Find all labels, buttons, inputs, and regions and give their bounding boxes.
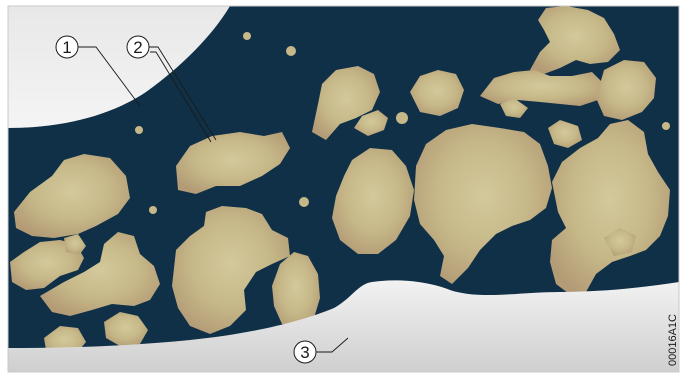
inclusion bbox=[299, 197, 309, 207]
inclusion bbox=[286, 46, 296, 56]
particle bbox=[410, 70, 464, 116]
particle bbox=[312, 66, 380, 140]
inclusion bbox=[149, 206, 157, 214]
particle bbox=[604, 228, 636, 256]
particle bbox=[176, 132, 290, 194]
document-code: 00016A1C bbox=[667, 314, 679, 366]
callout-2: 2 bbox=[126, 35, 150, 59]
diagram-frame bbox=[7, 5, 680, 373]
particle bbox=[550, 120, 670, 296]
particle bbox=[14, 154, 130, 238]
inclusion bbox=[243, 32, 251, 40]
callout-3: 3 bbox=[293, 340, 317, 364]
inclusion bbox=[396, 112, 408, 124]
particle bbox=[172, 206, 290, 334]
particle bbox=[480, 70, 604, 106]
callout-3-label: 3 bbox=[300, 343, 309, 362]
callout-leader-2 bbox=[148, 46, 217, 141]
particle bbox=[332, 148, 414, 254]
callout-1-label: 1 bbox=[62, 38, 71, 57]
callout-leaders bbox=[78, 46, 349, 353]
callout-1: 1 bbox=[55, 35, 79, 59]
particle bbox=[596, 60, 656, 120]
particles bbox=[10, 6, 670, 356]
particle bbox=[354, 110, 388, 136]
particle bbox=[548, 120, 582, 148]
callout-1-circle bbox=[55, 35, 79, 59]
callout-leader-2b bbox=[150, 51, 212, 143]
callout-leader-3 bbox=[316, 337, 349, 353]
callout-2-circle bbox=[126, 35, 150, 59]
particle bbox=[40, 232, 160, 316]
particle bbox=[500, 98, 528, 118]
particle bbox=[272, 252, 320, 330]
callout-2-label: 2 bbox=[133, 38, 142, 57]
particle bbox=[530, 6, 620, 74]
callout-3-circle bbox=[293, 340, 317, 364]
particle bbox=[414, 124, 552, 284]
inclusion bbox=[135, 126, 143, 134]
inclusion bbox=[662, 122, 670, 130]
particle bbox=[10, 240, 84, 290]
small-inclusions bbox=[135, 32, 670, 214]
particle bbox=[104, 312, 148, 346]
callout-leader-1 bbox=[78, 46, 141, 107]
lower-surface bbox=[8, 280, 679, 372]
particle bbox=[64, 234, 86, 254]
